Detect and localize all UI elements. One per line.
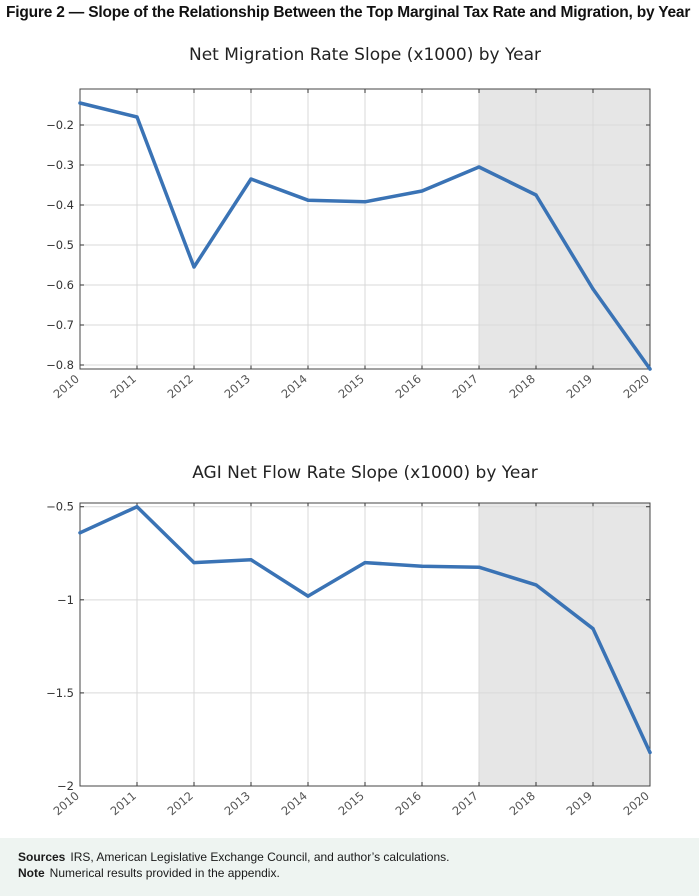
data-point <box>306 198 310 202</box>
y-tick-label: −0.5 <box>46 500 74 514</box>
data-point <box>420 564 424 568</box>
x-tick-label: 2017 <box>449 789 480 819</box>
data-point <box>192 265 196 269</box>
x-tick-label: 2013 <box>221 789 252 819</box>
plot-frame <box>79 88 651 370</box>
note-line: Note Numerical results provided in the ap… <box>18 866 280 880</box>
data-point <box>363 200 367 204</box>
data-point <box>249 177 253 181</box>
agi-net-flow-chart-svg: AGI Net Flow Rate Slope (x1000) by Year 2… <box>46 463 652 819</box>
y-tick-label: −2 <box>57 779 74 793</box>
y-tick-label: −0.7 <box>46 318 74 332</box>
data-point <box>591 627 595 631</box>
data-point <box>78 531 82 535</box>
x-tick-label: 2018 <box>506 789 537 819</box>
net-migration-chart-svg: Net Migration Rate Slope (x1000) by Year… <box>46 45 652 402</box>
sources-line: Sources IRS, American Legislative Exchang… <box>18 850 449 864</box>
data-point <box>534 193 538 197</box>
y-tick-label: −0.8 <box>46 358 74 372</box>
x-tick-label: 2012 <box>164 372 195 402</box>
y-tick-label: −1.5 <box>46 686 74 700</box>
data-point <box>534 583 538 587</box>
shaded-period <box>479 89 650 369</box>
x-tick-label: 2014 <box>278 789 309 819</box>
x-tick-label: 2015 <box>335 789 366 819</box>
y-tick-label: −0.4 <box>46 198 74 212</box>
data-point <box>477 565 481 569</box>
x-tick-label: 2011 <box>107 372 138 402</box>
net-migration-chart: Net Migration Rate Slope (x1000) by Year… <box>0 36 699 436</box>
x-tick-label: 2020 <box>620 789 651 819</box>
y-tick-label: −0.6 <box>46 278 74 292</box>
note-text: Numerical results provided in the append… <box>49 866 280 880</box>
note-label: Note <box>18 866 45 880</box>
data-point <box>78 101 82 105</box>
data-point <box>306 594 310 598</box>
x-tick-label: 2012 <box>164 789 195 819</box>
x-tick-label: 2020 <box>620 372 651 402</box>
y-tick-label: −0.3 <box>46 158 74 172</box>
figure-title: Figure 2 — Slope of the Relationship Bet… <box>6 4 691 21</box>
x-tick-label: 2016 <box>392 789 423 819</box>
x-tick-label: 2013 <box>221 372 252 402</box>
y-tick-label: −0.5 <box>46 238 74 252</box>
data-point <box>363 560 367 565</box>
x-tick-label: 2014 <box>278 372 309 402</box>
data-point <box>192 560 196 565</box>
source-notes: Sources IRS, American Legislative Exchang… <box>0 838 699 896</box>
chart-title: AGI Net Flow Rate Slope (x1000) by Year <box>192 463 538 483</box>
shaded-period <box>479 503 650 786</box>
x-tick-label: 2010 <box>50 789 81 819</box>
data-point <box>135 115 139 119</box>
agi-net-flow-chart: AGI Net Flow Rate Slope (x1000) by Year 2… <box>0 452 699 852</box>
data-point <box>420 189 424 193</box>
x-tick-label: 2016 <box>392 372 423 402</box>
chart-title: Net Migration Rate Slope (x1000) by Year <box>189 45 541 65</box>
x-tick-label: 2018 <box>506 372 537 402</box>
data-point <box>648 367 652 371</box>
data-point <box>135 505 139 509</box>
y-tick-label: −0.2 <box>46 118 74 132</box>
plot-frame <box>79 502 651 787</box>
data-point <box>591 287 595 291</box>
data-point <box>249 558 253 562</box>
y-tick-label: −1 <box>57 593 74 607</box>
data-point <box>648 750 652 755</box>
data-point <box>477 165 481 169</box>
x-tick-label: 2010 <box>50 372 81 402</box>
x-tick-label: 2017 <box>449 372 480 402</box>
x-tick-label: 2011 <box>107 789 138 819</box>
x-tick-label: 2015 <box>335 372 366 402</box>
sources-text: IRS, American Legislative Exchange Counc… <box>70 850 450 864</box>
x-tick-label: 2019 <box>563 372 594 402</box>
sources-label: Sources <box>18 850 66 864</box>
x-tick-label: 2019 <box>563 789 594 819</box>
